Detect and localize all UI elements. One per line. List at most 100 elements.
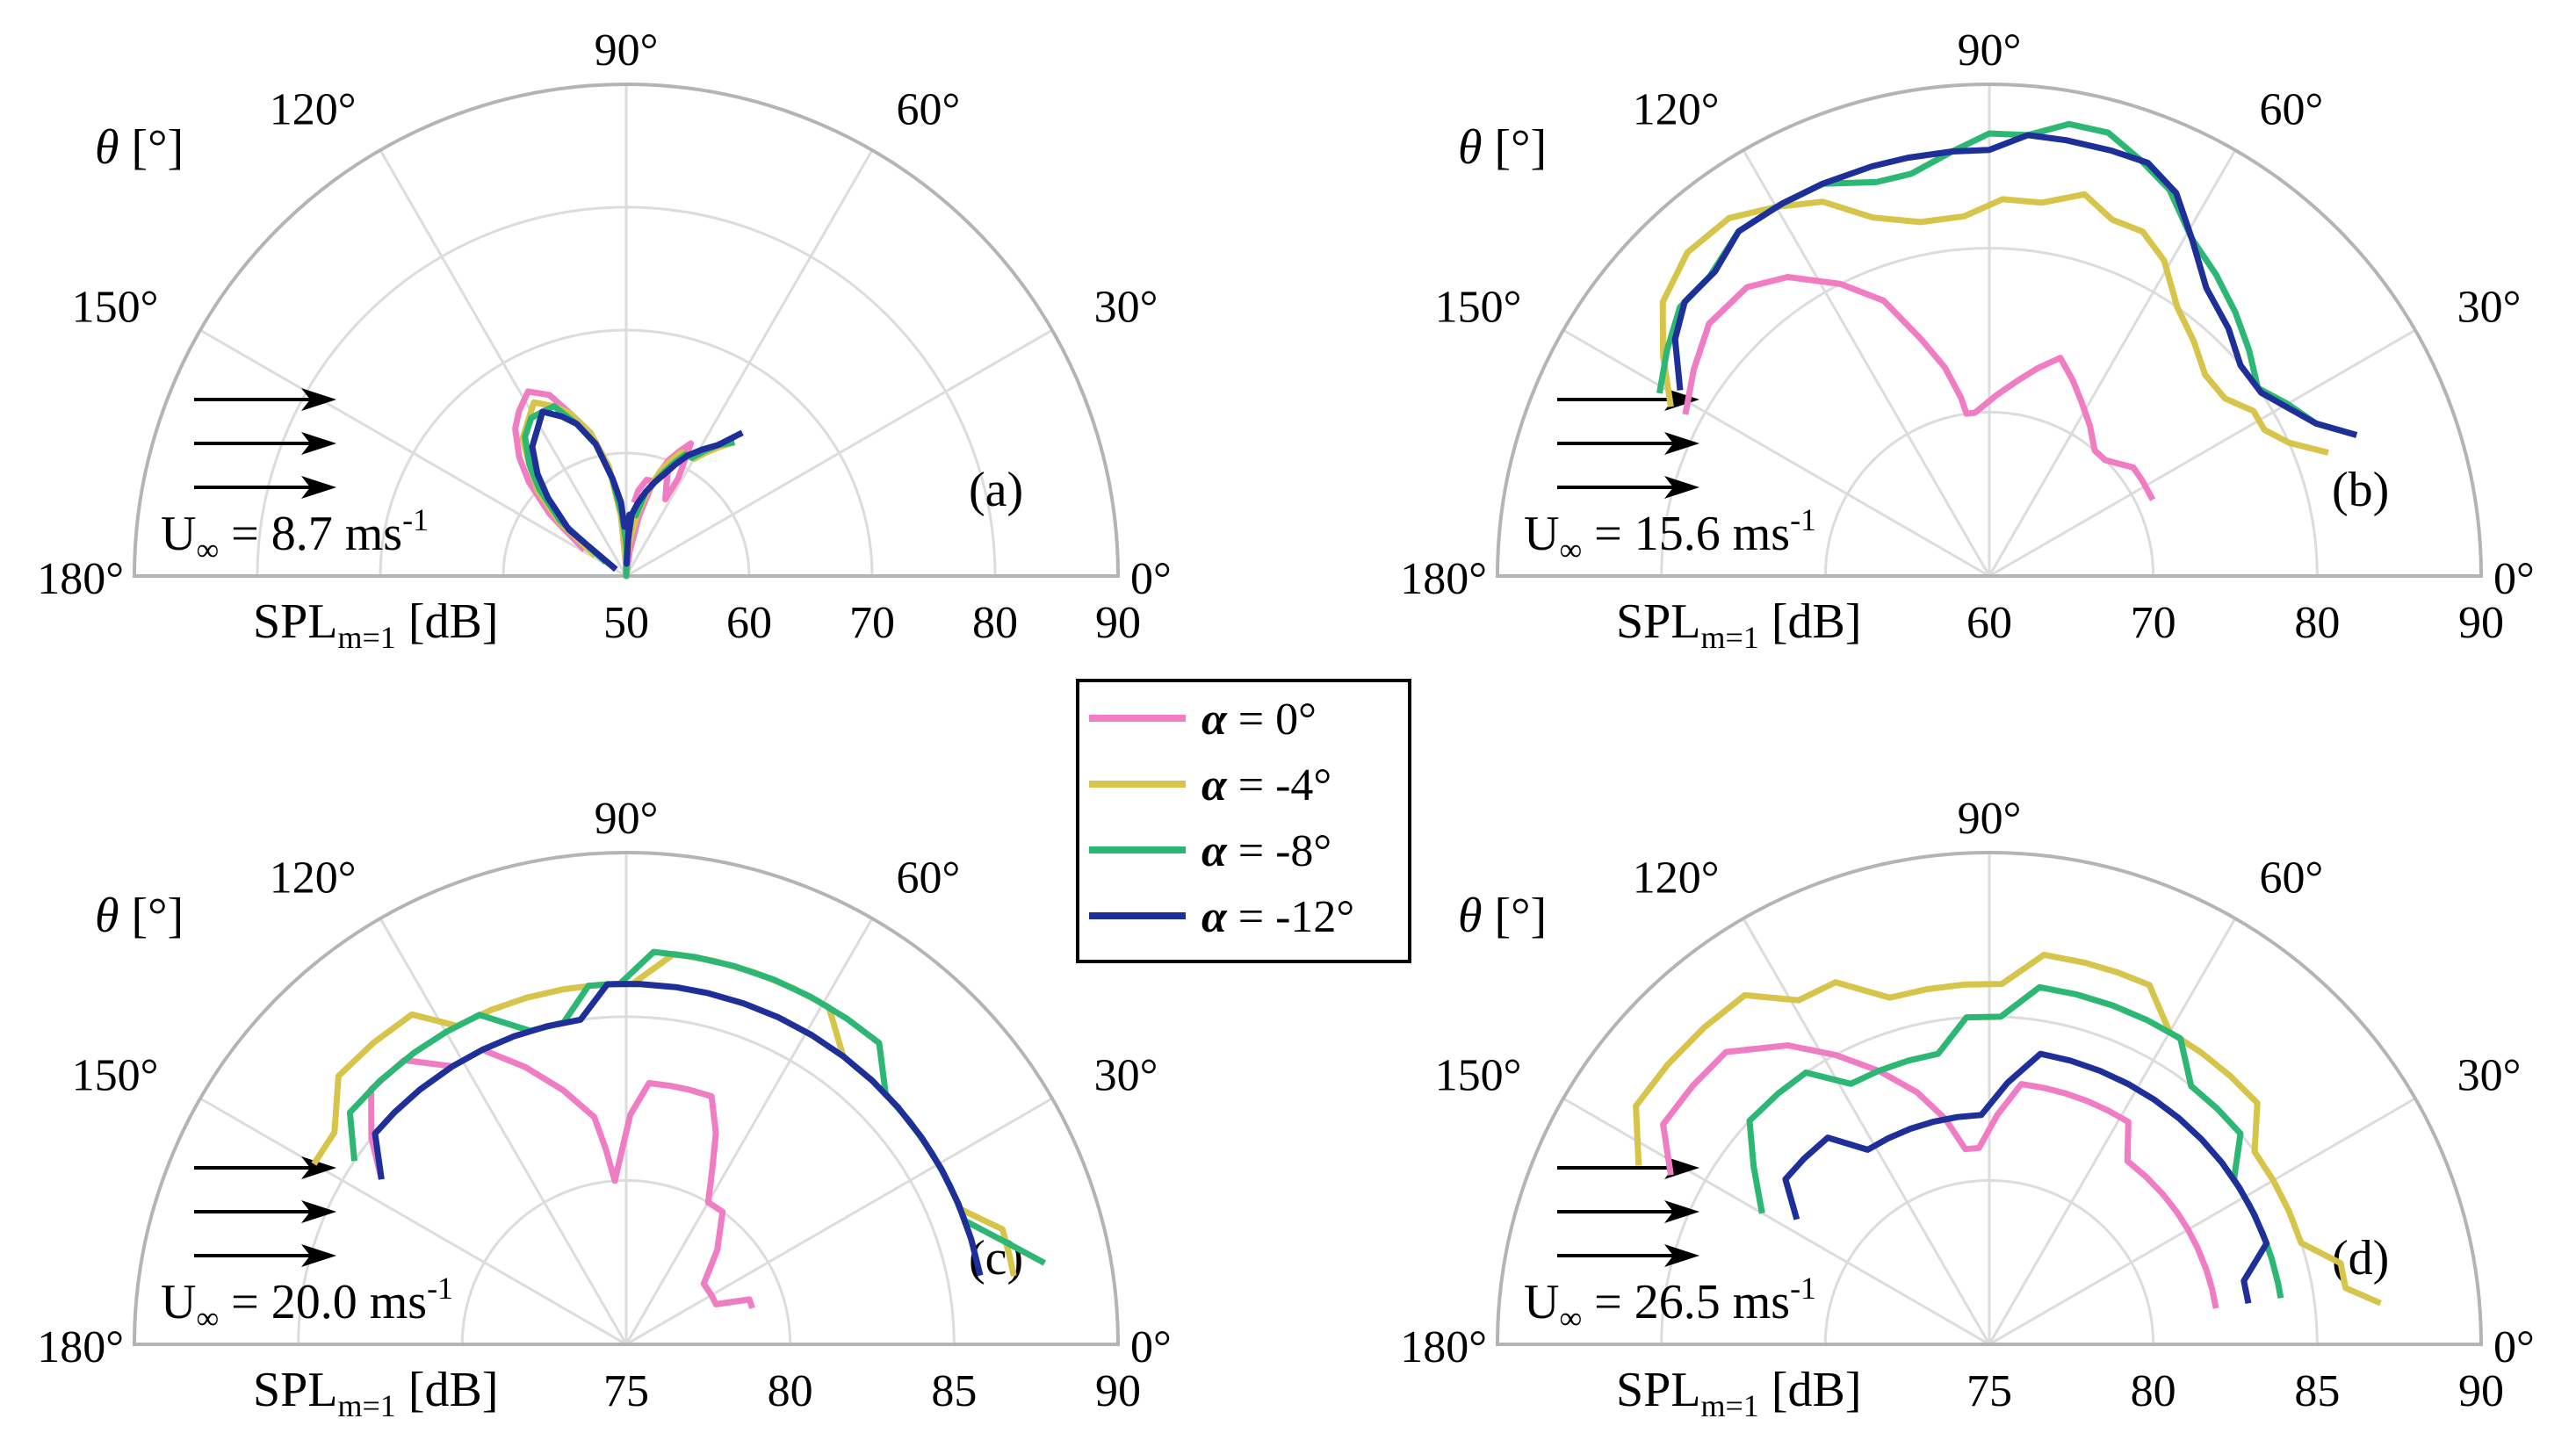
theta-axis-label: θ [°] — [1458, 120, 1547, 175]
polar-panel-4: 180° 150° 120° 90° 60° 30° 0° 75 80 85 90 SPLm=1 [d… — [1400, 794, 2535, 1423]
grid-spoke — [379, 918, 628, 1345]
theta-tick-label: 90° — [595, 25, 659, 76]
freestream-speed-label: U∞ = 20.0 ms-1 — [161, 1271, 453, 1336]
r-tick-label: 60 — [726, 598, 772, 648]
grid-spoke — [1988, 1097, 2416, 1346]
flow-arrow-head — [1664, 432, 1699, 455]
theta-tick-label: 0° — [2493, 554, 2535, 604]
r-axis-label: SPLm=1 [dB] — [1616, 1363, 1861, 1423]
grid-spoke — [1988, 328, 2416, 578]
theta-tick-label: 180° — [1400, 554, 1487, 604]
series-line-2 — [311, 950, 1017, 1277]
r-tick-label: 80 — [2294, 598, 2340, 648]
r-tick-label: 70 — [2131, 598, 2176, 648]
r-axis-label: SPLm=1 [dB] — [1616, 594, 1861, 655]
grid-spoke — [1562, 328, 1990, 578]
grid-spoke — [624, 918, 874, 1345]
grid-spoke — [625, 328, 1053, 578]
grid-spoke — [625, 1097, 1053, 1346]
legend-label: α = -8° — [1201, 826, 1331, 876]
theta-tick-label: 180° — [37, 554, 124, 604]
flow-arrow-head — [301, 1244, 336, 1267]
flow-arrow-head — [301, 388, 336, 411]
grid-spoke — [1562, 1097, 1990, 1346]
theta-tick-label: 60° — [2260, 84, 2324, 134]
theta-tick-label: 60° — [897, 853, 961, 903]
legend: α = 0° α = -4° α = -8° α = -12° — [1076, 679, 1411, 963]
r-tick-label: 85 — [2294, 1366, 2340, 1416]
freestream-speed-label: U∞ = 15.6 ms-1 — [1524, 502, 1816, 567]
theta-tick-label: 30° — [1094, 283, 1158, 333]
series-line-2 — [1633, 951, 2382, 1307]
polar-frame — [132, 851, 1121, 1346]
series-line-2 — [1659, 191, 2329, 456]
grid-spoke — [1742, 918, 1991, 1345]
theta-tick-label: 30° — [2457, 283, 2522, 333]
r-tick-label: 70 — [849, 598, 895, 648]
theta-axis-label: θ [°] — [95, 889, 184, 943]
legend-label: α = -12° — [1201, 892, 1354, 942]
theta-tick-label: 120° — [270, 84, 357, 134]
theta-tick-label: 150° — [72, 283, 159, 333]
theta-tick-label: 60° — [897, 84, 961, 134]
grid-spoke — [199, 1097, 627, 1346]
theta-axis-label: θ [°] — [1458, 889, 1547, 943]
r-tick-label: 60 — [1966, 598, 2012, 648]
r-tick-label: 80 — [2131, 1366, 2176, 1416]
r-tick-label: 75 — [603, 1366, 649, 1416]
flow-arrow-head — [1664, 476, 1699, 499]
r-tick-label: 90 — [1095, 1366, 1141, 1416]
r-axis-label: SPLm=1 [dB] — [253, 1363, 498, 1423]
grid-spoke — [1988, 918, 2237, 1345]
r-tick-label: 75 — [1966, 1366, 2012, 1416]
series-line-4 — [529, 408, 744, 572]
theta-tick-label: 150° — [1435, 1051, 1522, 1101]
theta-tick-label: 30° — [1094, 1051, 1158, 1101]
series-line-4 — [372, 981, 984, 1277]
polar-frame — [132, 83, 1121, 578]
polar-panel-2: 180° 150° 120° 90° 60° 30° 0° 60 70 80 90 SPLm=1 [d… — [1400, 25, 2535, 655]
r-tick-label: 50 — [603, 598, 649, 648]
r-tick-label: 85 — [931, 1366, 977, 1416]
r-tick-label: 90 — [2458, 1366, 2504, 1416]
theta-tick-label: 120° — [1633, 84, 1720, 134]
series-line-1 — [368, 1047, 755, 1309]
theta-tick-label: 120° — [270, 853, 357, 903]
theta-tick-label: 150° — [72, 1051, 159, 1101]
flow-arrow-head — [1664, 1244, 1699, 1267]
panel-label: (b) — [2332, 463, 2389, 517]
grid-spoke — [199, 328, 627, 578]
flow-arrow-head — [301, 1200, 336, 1223]
panels: 180° 150° 120° 90° 60° 30° 0° 50 60 70 80 90 SPLm=1 … — [37, 25, 2535, 1423]
theta-axis-label: θ [°] — [95, 120, 184, 175]
grid-spoke — [1742, 149, 1991, 577]
grid-spoke — [379, 149, 628, 577]
theta-tick-label: 30° — [2457, 1051, 2522, 1101]
freestream-speed-label: U∞ = 26.5 ms-1 — [1524, 1271, 1816, 1336]
series-line-1 — [1660, 1042, 2219, 1309]
legend-label: α = -4° — [1201, 760, 1331, 810]
series-line-4 — [1782, 1050, 2270, 1304]
theta-tick-label: 0° — [2493, 1322, 2535, 1372]
flow-arrow-head — [1664, 1200, 1699, 1223]
theta-tick-label: 180° — [37, 1322, 124, 1372]
theta-tick-label: 0° — [1130, 554, 1172, 604]
theta-tick-label: 90° — [595, 794, 659, 844]
freestream-speed-label: U∞ = 8.7 ms-1 — [161, 502, 429, 567]
grid-spoke — [624, 149, 874, 577]
polar-frame — [1495, 83, 2484, 578]
series-line-1 — [1682, 274, 2156, 501]
theta-tick-label: 90° — [1958, 794, 2022, 844]
r-tick-label: 90 — [2458, 598, 2504, 648]
flow-arrow-head — [301, 476, 336, 499]
theta-tick-label: 150° — [1435, 283, 1522, 333]
r-tick-label: 80 — [768, 1366, 813, 1416]
polar-frame — [1495, 851, 2484, 1346]
grid-spoke — [1988, 149, 2237, 577]
polar-panel-3: 180° 150° 120° 90° 60° 30° 0° 75 80 85 90 SPLm=1 [d… — [37, 794, 1172, 1423]
r-tick-label: 80 — [972, 598, 1018, 648]
theta-tick-label: 90° — [1958, 25, 2022, 76]
theta-tick-label: 0° — [1130, 1322, 1172, 1372]
r-tick-label: 90 — [1095, 598, 1141, 648]
